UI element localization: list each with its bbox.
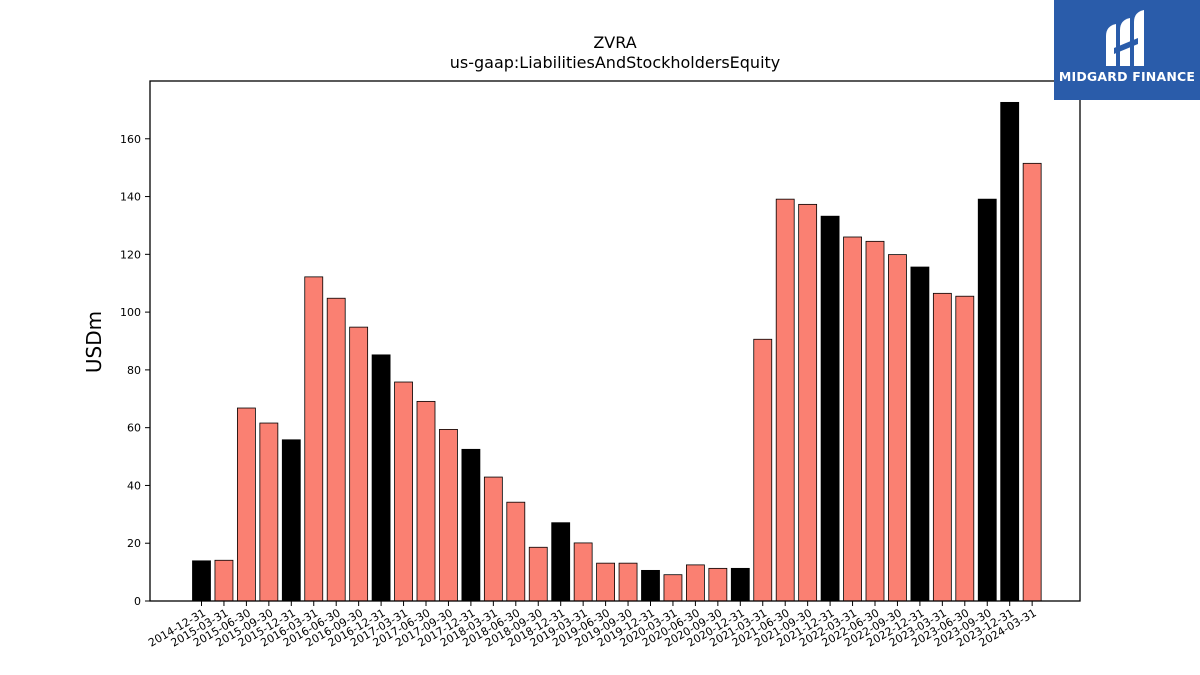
y-tick-label: 140 <box>120 191 141 204</box>
bars-group <box>192 101 1042 602</box>
bar-2016-12-31 <box>371 354 391 602</box>
bar-2023-09-30 <box>977 198 997 602</box>
y-axis-label: USDm <box>82 311 106 373</box>
bar-2021-06-30 <box>775 198 795 602</box>
brand-name: MIDGARD FINANCE <box>1058 69 1196 84</box>
bar-2017-12-31 <box>461 448 481 602</box>
bar-2024-03-31 <box>1022 162 1042 602</box>
bar-2023-03-31 <box>932 292 952 602</box>
chart-subtitle: us-gaap:LiabilitiesAndStockholdersEquity <box>450 53 781 72</box>
bar-2023-06-30 <box>955 295 975 602</box>
y-tick-label: 80 <box>127 364 141 377</box>
bar-2020-03-31 <box>663 574 683 602</box>
y-tick-label: 100 <box>120 306 141 319</box>
bar-2018-12-31 <box>551 522 571 602</box>
bar-2014-12-31 <box>192 560 211 602</box>
bar-2015-03-31 <box>214 559 234 602</box>
bar-2019-09-30 <box>618 562 638 602</box>
bar-2020-12-31 <box>730 567 750 602</box>
bar-2023-12-31 <box>1000 101 1020 602</box>
bar-2022-03-31 <box>843 236 862 602</box>
y-tick-label: 20 <box>127 537 141 550</box>
bar-2016-03-31 <box>304 276 324 602</box>
y-axis: 0 20 40 60 80 100 120 140 160 <box>120 133 150 608</box>
bar-2021-09-30 <box>798 203 818 602</box>
bar-2015-09-30 <box>259 422 279 602</box>
bar-2018-03-31 <box>483 476 503 602</box>
bar-2020-06-30 <box>686 564 705 602</box>
bar-2022-12-31 <box>910 266 930 602</box>
bar-2019-12-31 <box>641 569 660 602</box>
bar-2015-12-31 <box>281 439 301 602</box>
y-tick-label: 40 <box>127 479 141 492</box>
y-tick-label: 120 <box>120 248 141 261</box>
bar-2015-06-30 <box>236 407 256 602</box>
bar-2017-03-31 <box>394 381 413 602</box>
chart-title: ZVRA <box>593 33 636 52</box>
bar-2016-09-30 <box>349 326 369 602</box>
y-tick-label: 0 <box>134 595 141 608</box>
bar-2022-09-30 <box>888 254 907 602</box>
bar-2020-09-30 <box>708 567 728 602</box>
bar-2017-09-30 <box>439 428 458 602</box>
bar-2017-06-30 <box>416 400 436 602</box>
bar-2021-12-31 <box>820 215 840 602</box>
bar-2018-09-30 <box>528 546 548 602</box>
midgard-logo-icon <box>1106 10 1144 66</box>
bar-2022-06-30 <box>865 240 885 602</box>
y-tick-label: 60 <box>127 422 141 435</box>
plot-frame <box>149 80 1081 602</box>
y-tick-label: 160 <box>120 133 141 146</box>
x-axis: 2014-12-312015-03-312015-06-302015-09-30… <box>146 601 1039 650</box>
bar-2019-03-31 <box>573 542 593 602</box>
brand-logo: MIDGARD FINANCE <box>1054 0 1200 100</box>
bar-2021-03-31 <box>753 338 773 602</box>
bar-2019-06-30 <box>596 562 615 602</box>
bar-2016-06-30 <box>326 297 346 602</box>
bar-2018-06-30 <box>506 501 526 602</box>
